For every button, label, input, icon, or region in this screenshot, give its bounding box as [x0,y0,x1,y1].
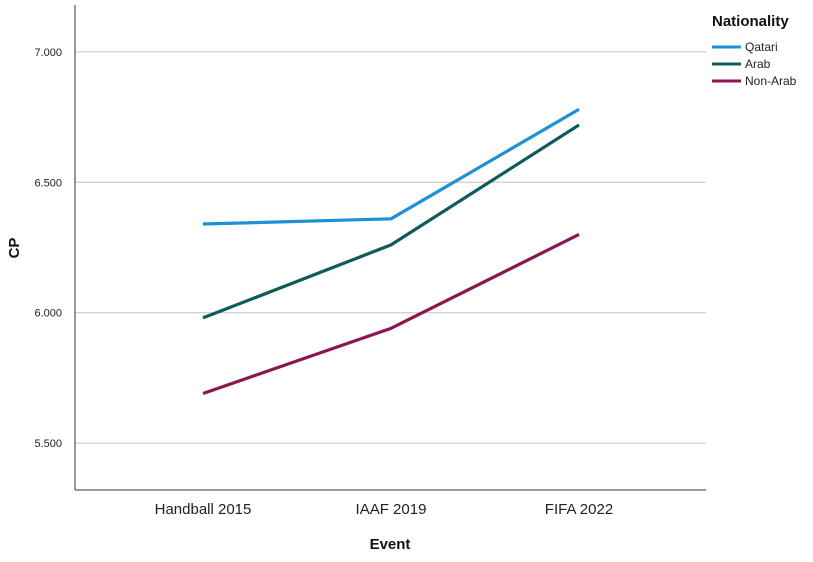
series-line-non-arab [202,233,580,396]
y-tick-label: 7.000 [34,47,62,59]
legend-label: Non-Arab [745,74,797,88]
y-tick-label: 6.000 [34,308,62,320]
series-line-qatari [202,107,580,226]
x-tick-labels: Handball 2015 IAAF 2019 FIFA 2022 [155,501,614,518]
legend-label: Qatari [745,40,778,54]
y-tick-label: 6.500 [34,177,62,189]
legend: Nationality Qatari Arab Non-Arab [712,13,797,88]
x-tick-label: IAAF 2019 [356,501,427,518]
x-axis-title: Event [370,536,411,553]
legend-items: Qatari Arab Non-Arab [712,40,797,88]
legend-title: Nationality [712,13,789,30]
series-line-arab [202,123,580,320]
y-axis-title: CP [6,238,23,259]
y-tick-label: 5.500 [34,438,62,450]
legend-label: Arab [745,57,771,71]
grid-lines [75,51,706,444]
series-lines [202,107,580,396]
y-tick-labels: 5.500 6.000 6.500 7.000 [34,47,62,450]
x-tick-label: Handball 2015 [155,501,252,518]
axes [74,5,706,491]
x-tick-label: FIFA 2022 [545,501,613,518]
